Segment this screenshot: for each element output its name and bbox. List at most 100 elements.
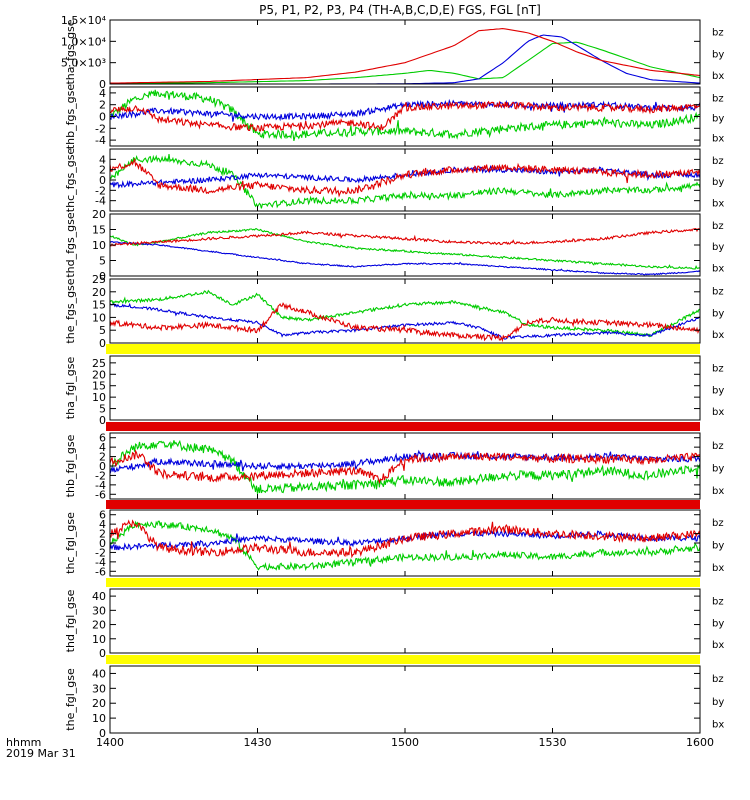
series-line-bx bbox=[110, 528, 700, 552]
y-tick-label: 2 bbox=[99, 164, 106, 177]
panel-frame bbox=[109, 588, 701, 654]
chart-title: P5, P1, P2, P3, P4 (TH-A,B,C,D,E) FGS, F… bbox=[259, 3, 541, 17]
series-line-bz bbox=[110, 100, 700, 132]
series-group bbox=[110, 154, 700, 209]
y-tick-label: -4 bbox=[95, 134, 106, 147]
y-tick-label: -4 bbox=[95, 479, 106, 492]
x-axis-label-hhmm: hhmm bbox=[6, 736, 41, 749]
series-group bbox=[110, 289, 700, 343]
y-tick-label: 10 bbox=[92, 633, 106, 646]
y-tick-label: 10 bbox=[92, 712, 106, 725]
panel-frame bbox=[109, 213, 701, 277]
series-line-by bbox=[110, 439, 700, 494]
panel-frame bbox=[109, 355, 701, 421]
y-tick-label: 4 bbox=[99, 518, 106, 531]
legend-bz: bz bbox=[712, 597, 724, 608]
series-group bbox=[110, 519, 700, 572]
series-line-bz bbox=[110, 519, 700, 559]
x-axis-label-date: 2019 Mar 31 bbox=[6, 747, 76, 760]
legend-bx: bx bbox=[712, 263, 724, 274]
panel-thd_fgs_gse: 0 5 10 15 20 thd_fgs_gse bz by bx bbox=[64, 208, 724, 283]
series-group bbox=[110, 439, 700, 494]
y-tick-label: -2 bbox=[95, 469, 106, 482]
x-tick-label: 1400 bbox=[96, 736, 124, 749]
y-tick-label: -6 bbox=[95, 488, 106, 501]
legend-bz: bz bbox=[712, 221, 724, 232]
y-tick-label: 1.0×10⁴ bbox=[61, 35, 107, 48]
legend-bx: bx bbox=[712, 486, 724, 497]
series-line-bx bbox=[110, 302, 700, 340]
y-tick-label: -4 bbox=[95, 195, 106, 208]
y-tick-label: 20 bbox=[92, 619, 106, 632]
series-line-bx bbox=[110, 34, 700, 84]
y-tick-label: -4 bbox=[95, 556, 106, 569]
legend-bx: bx bbox=[712, 407, 724, 418]
legend-bx: bx bbox=[712, 198, 724, 209]
legend-by: by bbox=[712, 540, 724, 551]
y-tick-label: 5 bbox=[99, 255, 106, 268]
series-line-by bbox=[110, 154, 700, 209]
y-tick-label: 0 bbox=[99, 727, 106, 740]
data-availability-bar bbox=[106, 655, 700, 664]
x-tick-label: 1530 bbox=[539, 736, 567, 749]
y-tick-label: 10 bbox=[92, 391, 106, 404]
y-axis-label: thc_fgs_gse bbox=[64, 148, 77, 213]
y-tick-label: 2 bbox=[99, 528, 106, 541]
y-tick-label: 20 bbox=[92, 286, 106, 299]
y-tick-label: -2 bbox=[95, 184, 106, 197]
y-tick-label: 0 bbox=[99, 647, 106, 660]
series-group bbox=[110, 28, 700, 84]
y-tick-label: 2 bbox=[99, 99, 106, 112]
series-line-by bbox=[110, 41, 700, 84]
panel-frame bbox=[109, 665, 701, 734]
legend-by: by bbox=[712, 242, 724, 253]
legend-bz: bz bbox=[712, 518, 724, 529]
y-tick-label: 20 bbox=[92, 368, 106, 381]
legend-bz: bz bbox=[712, 364, 724, 375]
y-tick-label: -2 bbox=[95, 122, 106, 135]
y-axis-label: thc_fgl_gse bbox=[64, 512, 77, 574]
y-tick-label: 6 bbox=[99, 509, 106, 522]
series-line-bx bbox=[110, 241, 700, 276]
y-tick-label: 5 bbox=[99, 324, 106, 337]
y-tick-label: 20 bbox=[92, 208, 106, 221]
y-axis-label: thd_fgl_gse bbox=[64, 589, 77, 652]
y-tick-label: 30 bbox=[92, 682, 106, 695]
series-group bbox=[110, 228, 700, 276]
y-tick-label: 0 bbox=[99, 460, 106, 473]
data-availability-bar bbox=[106, 422, 700, 431]
series-line-bx bbox=[110, 165, 700, 189]
y-tick-label: 40 bbox=[92, 667, 106, 680]
x-axis: 1400 1430 1500 1530 1600 bbox=[96, 736, 714, 749]
legend-by: by bbox=[712, 385, 724, 396]
x-tick-label: 1430 bbox=[244, 736, 272, 749]
y-tick-label: 0 bbox=[99, 111, 106, 124]
legend-bx: bx bbox=[712, 134, 724, 145]
y-axis-label: thb_fgl_gse bbox=[64, 434, 77, 497]
series-line-bz bbox=[110, 228, 700, 247]
legend-bz: bz bbox=[712, 156, 724, 167]
y-tick-label: 30 bbox=[92, 604, 106, 617]
y-tick-label: 4 bbox=[99, 441, 106, 454]
legend-by: by bbox=[712, 697, 724, 708]
series-line-bz bbox=[110, 28, 700, 84]
series-line-by bbox=[110, 228, 700, 270]
data-availability-bar bbox=[106, 578, 700, 587]
y-tick-label: 10 bbox=[92, 311, 106, 324]
y-tick-label: -2 bbox=[95, 546, 106, 559]
legend-bz: bz bbox=[712, 287, 724, 298]
series-line-by bbox=[110, 520, 700, 572]
legend-bz: bz bbox=[712, 674, 724, 685]
y-tick-label: 40 bbox=[92, 590, 106, 603]
y-tick-label: 15 bbox=[92, 380, 106, 393]
legend-by: by bbox=[712, 463, 724, 474]
y-tick-label: 0 bbox=[99, 78, 106, 91]
y-tick-label: 4 bbox=[99, 153, 106, 166]
y-axis-label: tha_fgl_gse bbox=[64, 357, 77, 420]
legend-bx: bx bbox=[712, 720, 724, 731]
legend-bx: bx bbox=[712, 71, 724, 82]
